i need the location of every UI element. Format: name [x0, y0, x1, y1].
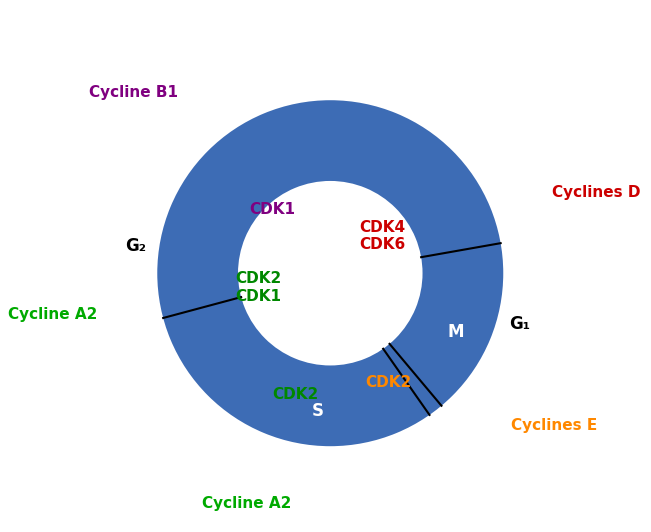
- Text: Cyclines E: Cyclines E: [512, 418, 598, 433]
- Text: CDK2: CDK2: [365, 375, 411, 390]
- Text: CDK1: CDK1: [249, 202, 296, 217]
- Text: G₂: G₂: [126, 237, 146, 255]
- Text: S: S: [312, 402, 324, 420]
- Text: Cycline B1: Cycline B1: [89, 85, 178, 99]
- Text: M: M: [447, 323, 464, 340]
- Text: Cyclines D: Cyclines D: [553, 185, 641, 200]
- Text: CDK2: CDK2: [273, 387, 319, 402]
- Wedge shape: [158, 100, 503, 446]
- Text: G₁: G₁: [509, 315, 530, 333]
- Text: Cycline A2: Cycline A2: [202, 496, 291, 511]
- Text: CDK2
CDK1: CDK2 CDK1: [235, 271, 281, 304]
- Text: Cycline A2: Cycline A2: [8, 307, 98, 322]
- Text: CDK4
CDK6: CDK4 CDK6: [359, 220, 406, 252]
